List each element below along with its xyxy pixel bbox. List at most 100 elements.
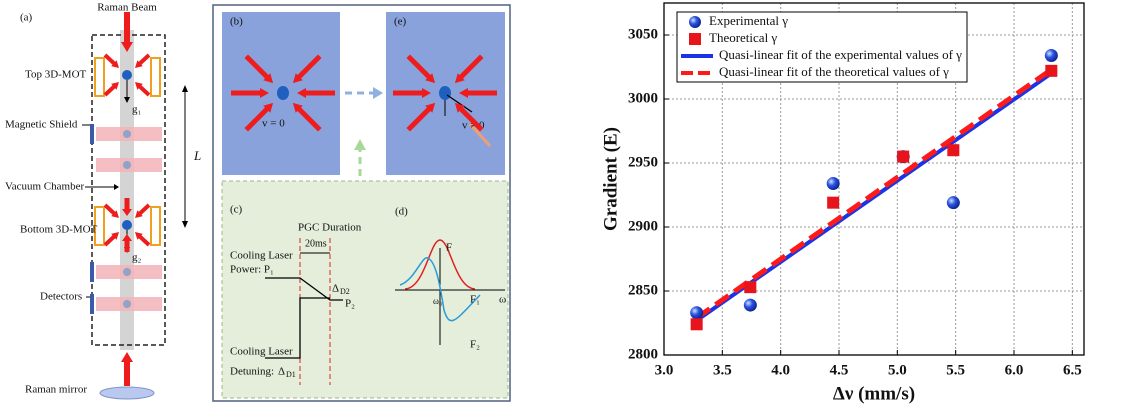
laser-arrow bbox=[103, 232, 119, 247]
atom bbox=[439, 86, 451, 100]
chart: 3.0 3.5 4.0 4.5 5.0 5.5 6.0 6.5 2800 2850 2900 2950… bbox=[600, 2, 1085, 404]
label: Δ bbox=[278, 366, 285, 378]
laser-arrow bbox=[393, 88, 431, 98]
x-tick-label: 6.5 bbox=[1063, 362, 1082, 378]
point bbox=[1045, 64, 1058, 77]
y-tick-label: 3050 bbox=[628, 26, 658, 42]
laser-arrow bbox=[459, 88, 497, 98]
panel-label: (c) bbox=[230, 204, 243, 216]
label: 20ms bbox=[305, 238, 327, 249]
legend-label: Quasi-linear fit of the theoretical valu… bbox=[719, 64, 949, 79]
label: Raman mirror bbox=[25, 384, 87, 396]
label: Bottom 3D-MOT bbox=[20, 224, 98, 236]
laser-arrow bbox=[406, 54, 436, 84]
point bbox=[744, 281, 757, 294]
laser-arrow bbox=[406, 102, 436, 132]
panel-label: (a) bbox=[20, 12, 33, 24]
x-tick-label: 3.5 bbox=[713, 362, 732, 378]
laser-arrow bbox=[244, 54, 274, 84]
x-tick-label: 4.0 bbox=[771, 362, 790, 378]
label: PGC Duration bbox=[298, 222, 362, 234]
legend-box bbox=[676, 11, 968, 83]
laser-arrow bbox=[231, 88, 269, 98]
arrow-head bbox=[114, 184, 119, 190]
label: v = 0 bbox=[262, 118, 285, 130]
x-tick-label: 5.5 bbox=[946, 362, 965, 378]
laser-arrow bbox=[297, 88, 335, 98]
laser-arrow bbox=[103, 82, 119, 97]
label: ω bbox=[499, 294, 506, 306]
coil bbox=[150, 206, 161, 246]
label: F₂ bbox=[470, 339, 480, 351]
label: Detectors bbox=[40, 291, 82, 303]
laser-arrow bbox=[122, 198, 132, 216]
laser-arrow bbox=[135, 232, 151, 247]
detuning-curve bbox=[265, 297, 330, 359]
atom bbox=[123, 130, 131, 138]
atom bbox=[122, 70, 132, 80]
plot-frame bbox=[663, 2, 1085, 356]
arrow-head bbox=[354, 139, 366, 150]
atom bbox=[122, 220, 132, 230]
velocity-arrow bbox=[446, 94, 473, 113]
laser-arrow bbox=[135, 53, 151, 68]
laser-arrow bbox=[454, 102, 484, 132]
fit-line bbox=[695, 67, 1053, 320]
label: Power: P₁ bbox=[230, 264, 274, 276]
point bbox=[827, 196, 840, 209]
curve bbox=[399, 257, 481, 322]
power-curve bbox=[265, 277, 343, 301]
y-tick-label: 2950 bbox=[628, 154, 658, 170]
label: g₁ bbox=[132, 104, 142, 116]
laser-arrow bbox=[454, 54, 484, 84]
panel-frame bbox=[212, 4, 511, 402]
label: Magnetic Shield bbox=[5, 119, 78, 131]
arrow-head bbox=[124, 97, 130, 103]
panel-a: (a) Raman Beam g₁ g₂ Top 3D-MOT Magnetic… bbox=[5, 2, 201, 400]
atom bbox=[123, 300, 131, 308]
label: F₁ bbox=[470, 294, 480, 306]
laser-arrow bbox=[292, 54, 322, 84]
label: Raman Beam bbox=[97, 2, 157, 14]
laser-arrow bbox=[103, 53, 119, 68]
panel-label: (d) bbox=[395, 206, 408, 218]
x-axis-title: Δν (mm/s) bbox=[833, 383, 915, 404]
point bbox=[690, 306, 704, 320]
label: Detuning: bbox=[230, 366, 274, 378]
label: F bbox=[446, 242, 452, 254]
x-tick-label: 3.0 bbox=[655, 362, 674, 378]
y-tick-label: 2900 bbox=[628, 218, 658, 234]
atom bbox=[123, 161, 131, 169]
label: g₂ bbox=[132, 252, 142, 264]
label: D2 bbox=[340, 287, 350, 296]
laser-arrow bbox=[292, 102, 322, 132]
x-tick-label: 6.0 bbox=[1005, 362, 1024, 378]
label: L bbox=[193, 148, 201, 163]
detector bbox=[90, 294, 94, 314]
point bbox=[690, 318, 703, 331]
label: D1 bbox=[286, 370, 296, 379]
mirror bbox=[99, 386, 155, 400]
laser-arrow bbox=[135, 203, 151, 218]
legend-marker bbox=[689, 33, 701, 45]
legend-label: Experimental γ bbox=[709, 13, 788, 28]
beam bbox=[468, 122, 492, 148]
legend-marker bbox=[689, 16, 701, 28]
laser-arrow bbox=[122, 234, 132, 252]
laser-arrow bbox=[121, 352, 133, 386]
point bbox=[826, 176, 840, 190]
point bbox=[946, 196, 960, 210]
point bbox=[743, 298, 757, 312]
label: Vacuum Chamber bbox=[5, 181, 84, 193]
label: Cooling Laser bbox=[230, 346, 293, 358]
legend-label: Quasi-linear fit of the experimental val… bbox=[719, 47, 962, 62]
atom bbox=[123, 268, 131, 276]
x-tick-label: 4.5 bbox=[830, 362, 849, 378]
panel-label: (b) bbox=[230, 16, 243, 28]
laser-arrow bbox=[103, 203, 119, 218]
laser-arrow bbox=[244, 102, 274, 132]
y-tick-label: 3000 bbox=[628, 90, 658, 106]
coil bbox=[150, 57, 161, 97]
label: P₂ bbox=[345, 298, 355, 310]
